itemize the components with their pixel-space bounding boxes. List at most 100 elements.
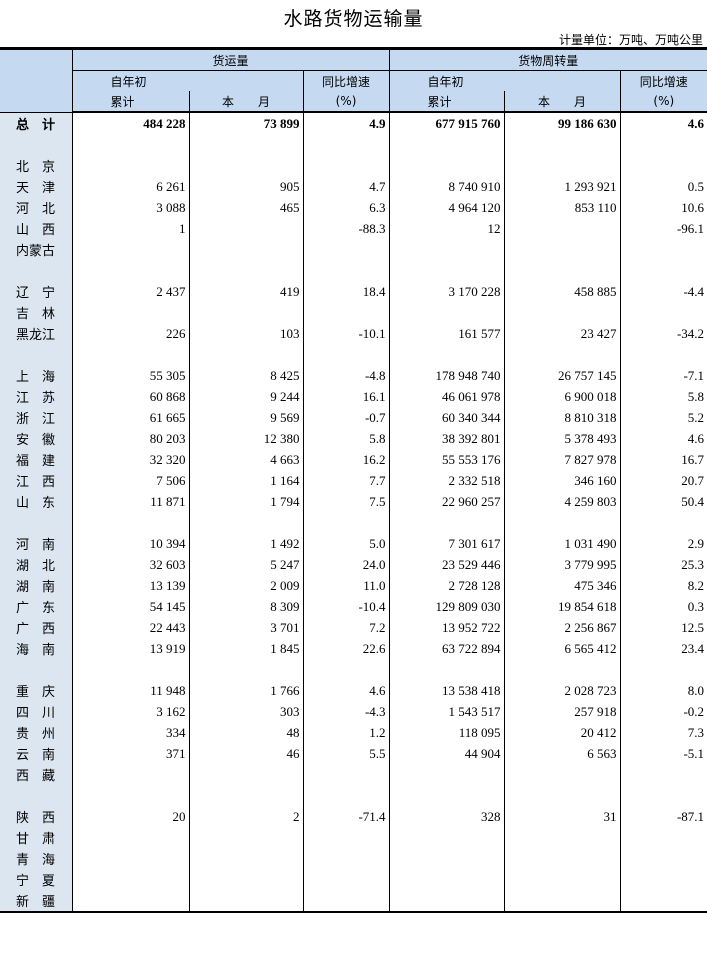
table-row: 新 疆 xyxy=(0,890,707,913)
turnover-ytd-cell: 3 170 228 xyxy=(388,281,505,302)
freight-ytd-cell: 13 919 xyxy=(71,638,189,659)
turnover-ytd-cell: 161 577 xyxy=(388,323,505,344)
freight-ytd-cell: 2 437 xyxy=(71,281,189,302)
freight-yoy-cell: -4.8 xyxy=(302,365,390,386)
table-row: 福 建 32 320 4 663 16.2 55 553 176 7 827 978 16.… xyxy=(0,449,707,470)
freight-ytd-cell: 55 305 xyxy=(71,365,189,386)
turnover-month-cell: 20 412 xyxy=(503,722,621,743)
turnover-yoy-cell xyxy=(619,302,707,323)
freight-month-cell xyxy=(188,260,303,281)
freight-yoy-cell: 5.0 xyxy=(302,533,390,554)
waterway-freight-table: 货运量 货物周转量 自年初 同比增速 自年初 同比增速 累计 本 月 (%) 累… xyxy=(0,47,707,913)
freight-yoy-cell: -10.4 xyxy=(302,596,390,617)
turnover-month-cell: 6 563 xyxy=(503,743,621,764)
table-row: 青 海 xyxy=(0,848,707,869)
spacer-row xyxy=(0,785,707,806)
freight-ytd-cell: 3 088 xyxy=(71,197,189,218)
freight-month-cell: 3 701 xyxy=(188,617,303,638)
freight-month-cell: 48 xyxy=(188,722,303,743)
region-cell xyxy=(0,512,72,533)
freight-turnover-header: 货物周转量 xyxy=(388,47,707,71)
turnover-yoy-cell xyxy=(619,785,707,806)
freight-ytd-cell: 60 868 xyxy=(71,386,189,407)
freight-month-cell: 1 845 xyxy=(188,638,303,659)
turnover-yoy-cell: 0.3 xyxy=(619,596,707,617)
region-cell: 山 东 xyxy=(0,491,72,512)
turnover-ytd-cell: 178 948 740 xyxy=(388,365,505,386)
freight-ytd-cell xyxy=(71,260,189,281)
turnover-month-cell xyxy=(503,239,621,260)
region-cell: 吉 林 xyxy=(0,302,72,323)
freight-ytd-cell: 22 443 xyxy=(71,617,189,638)
freight-ytd-cell: 54 145 xyxy=(71,596,189,617)
turnover-ytd-cell: 23 529 446 xyxy=(388,554,505,575)
turnover-yoy-cell: -96.1 xyxy=(619,218,707,239)
turnover-month-cell: 6 565 412 xyxy=(503,638,621,659)
region-cell: 广 西 xyxy=(0,617,72,638)
table-row: 西 藏 xyxy=(0,764,707,785)
freight-ytd-cell xyxy=(71,785,189,806)
table-row: 山 西 1 -88.3 12 -96.1 xyxy=(0,218,707,239)
turnover-month-cell xyxy=(503,134,621,155)
turnover-yoy-cell: 25.3 xyxy=(619,554,707,575)
region-cell: 宁 夏 xyxy=(0,869,72,890)
freight-month-cell: 2 009 xyxy=(188,575,303,596)
turnover-month-cell xyxy=(503,260,621,281)
freight-yoy-cell: -4.3 xyxy=(302,701,390,722)
freight-yoy-cell xyxy=(302,512,390,533)
turnover-ytd-cell xyxy=(388,785,505,806)
turnover-yoy-cell: 0.5 xyxy=(619,176,707,197)
turnover-ytd-cell xyxy=(388,302,505,323)
turnover-month-cell: 1 031 490 xyxy=(503,533,621,554)
freight-yoy-cell xyxy=(302,785,390,806)
freight-month-cell: 103 xyxy=(188,323,303,344)
region-cell: 山 西 xyxy=(0,218,72,239)
turnover-month-cell xyxy=(503,344,621,365)
region-cell: 总 计 xyxy=(0,112,72,134)
freight-ytd-cell xyxy=(71,869,189,890)
freight-yoy-cell xyxy=(302,764,390,785)
freight-ytd-cell: 334 xyxy=(71,722,189,743)
table-row: 浙 江 61 665 9 569 -0.7 60 340 344 8 810 318 5.2 xyxy=(0,407,707,428)
turnover-month-cell: 5 378 493 xyxy=(503,428,621,449)
yoy-unit-header: (%) xyxy=(619,91,707,113)
table-row: 湖 北 32 603 5 247 24.0 23 529 446 3 779 995 25.… xyxy=(0,554,707,575)
turnover-yoy-cell: 16.7 xyxy=(619,449,707,470)
freight-yoy-cell xyxy=(302,134,390,155)
freight-ytd-cell: 11 871 xyxy=(71,491,189,512)
turnover-yoy-cell: -0.2 xyxy=(619,701,707,722)
turnover-ytd-cell xyxy=(388,869,505,890)
freight-ytd-cell: 61 665 xyxy=(71,407,189,428)
freight-month-cell: 46 xyxy=(188,743,303,764)
turnover-month-cell xyxy=(503,512,621,533)
freight-yoy-cell xyxy=(302,239,390,260)
freight-month-cell xyxy=(188,239,303,260)
freight-yoy-cell: 11.0 xyxy=(302,575,390,596)
turnover-yoy-cell xyxy=(619,512,707,533)
freight-yoy-cell: 7.5 xyxy=(302,491,390,512)
turnover-yoy-cell: -4.4 xyxy=(619,281,707,302)
turnover-ytd-cell xyxy=(388,239,505,260)
freight-month-cell xyxy=(188,512,303,533)
turnover-month-cell: 1 293 921 xyxy=(503,176,621,197)
turnover-month-cell xyxy=(503,848,621,869)
region-cell: 四 川 xyxy=(0,701,72,722)
freight-month-cell xyxy=(188,344,303,365)
turnover-month-cell xyxy=(503,827,621,848)
table-row: 海 南 13 919 1 845 22.6 63 722 894 6 565 412 23.… xyxy=(0,638,707,659)
freight-yoy-cell: 24.0 xyxy=(302,554,390,575)
freight-month-cell xyxy=(188,890,303,913)
freight-month-cell: 303 xyxy=(188,701,303,722)
freight-yoy-cell: 6.3 xyxy=(302,197,390,218)
freight-yoy-cell: 7.2 xyxy=(302,617,390,638)
freight-yoy-cell xyxy=(302,827,390,848)
region-cell: 新 疆 xyxy=(0,890,72,913)
turnover-ytd-cell xyxy=(388,827,505,848)
total-row: 总 计 484 228 73 899 4.9 677 915 760 99 186 630… xyxy=(0,112,707,134)
region-cell xyxy=(0,344,72,365)
turnover-yoy-cell xyxy=(619,659,707,680)
turnover-yoy-cell xyxy=(619,344,707,365)
freight-ytd-cell xyxy=(71,659,189,680)
